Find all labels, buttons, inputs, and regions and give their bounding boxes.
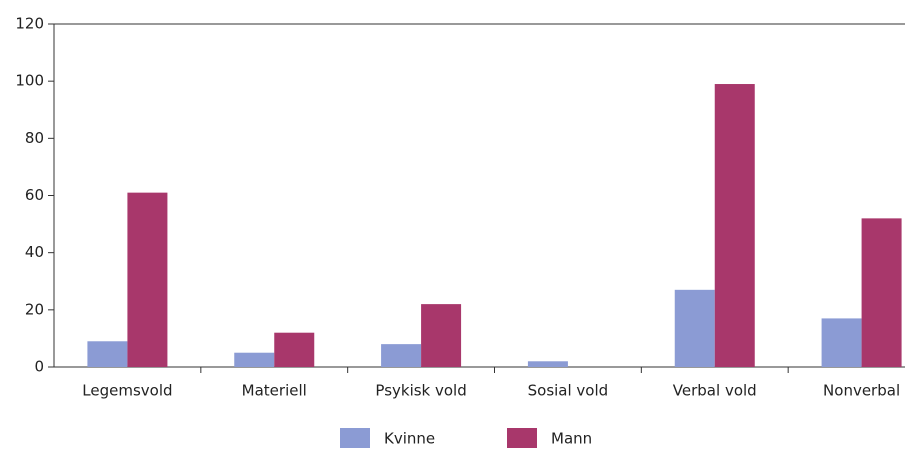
legend-label: Kvinne bbox=[384, 430, 435, 448]
y-tick-label: 80 bbox=[25, 129, 44, 147]
bar bbox=[821, 318, 862, 367]
legend-swatch bbox=[507, 428, 537, 448]
legend-label: Mann bbox=[551, 430, 592, 448]
y-tick-label: 20 bbox=[25, 300, 44, 318]
x-tick-label: Verbal vold bbox=[673, 382, 757, 400]
legend: Kvinne Mann bbox=[340, 428, 592, 448]
bar bbox=[527, 361, 568, 367]
bar bbox=[714, 84, 755, 368]
bar bbox=[87, 341, 128, 367]
bar bbox=[674, 289, 715, 367]
bar bbox=[234, 352, 275, 367]
bar bbox=[127, 192, 168, 367]
x-tick-label: Psykisk vold bbox=[375, 382, 466, 400]
bar bbox=[274, 332, 315, 367]
y-tick-label: 120 bbox=[15, 15, 44, 33]
bar bbox=[381, 344, 422, 367]
y-tick-label: 60 bbox=[25, 186, 44, 204]
x-tick-label: Sosial vold bbox=[528, 382, 609, 400]
bar bbox=[861, 218, 902, 367]
x-tick-label: Materiell bbox=[242, 382, 307, 400]
y-tick-label: 0 bbox=[34, 358, 44, 376]
legend-swatch bbox=[340, 428, 370, 448]
y-tick-label: 100 bbox=[15, 72, 44, 90]
x-tick-label: Legemsvold bbox=[82, 382, 172, 400]
bar bbox=[421, 304, 462, 367]
x-tick-label: Nonverbal bbox=[823, 382, 900, 400]
y-tick-label: 40 bbox=[25, 243, 44, 261]
